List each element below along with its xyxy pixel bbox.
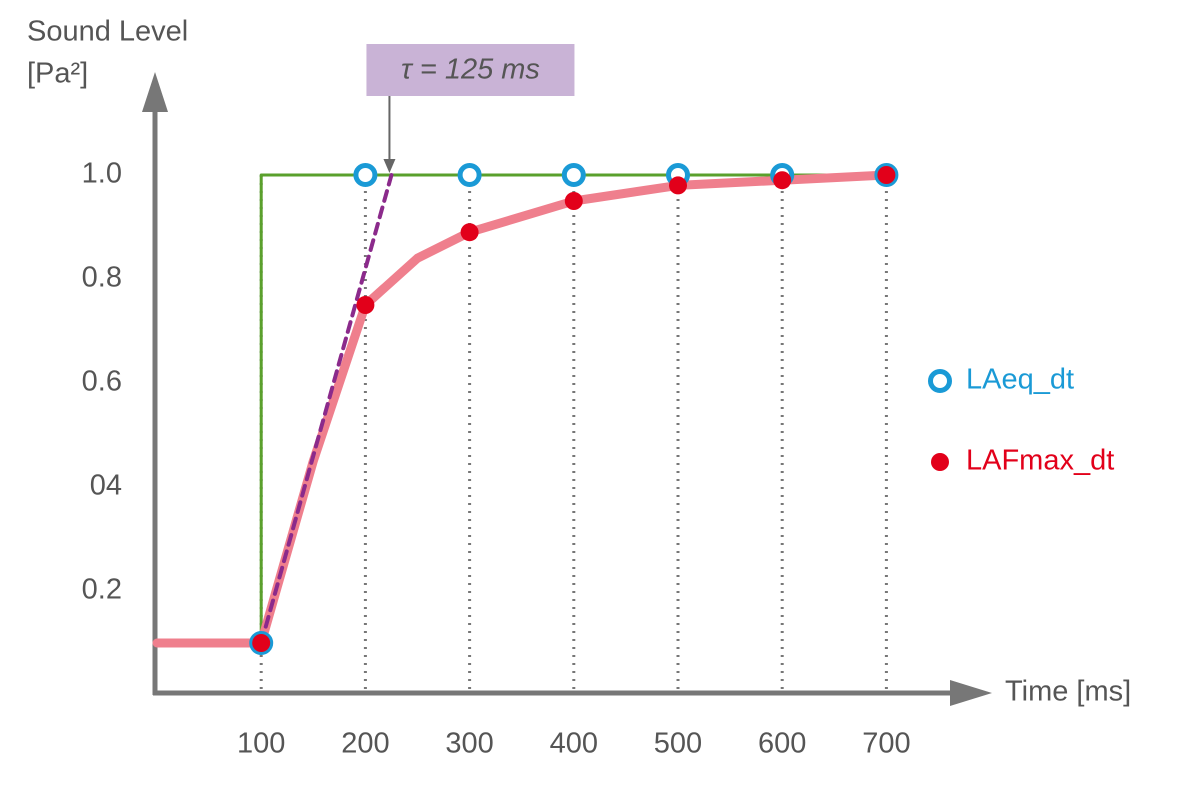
y-axis-title: Sound Level [27,16,188,48]
x-tick-label: 200 [341,728,389,760]
legend-marker [931,453,949,471]
x-axis-arrow [950,680,992,706]
x-tick-label: 400 [550,728,598,760]
x-axis-title: Time [ms] [1005,676,1131,708]
legend-marker [928,369,952,393]
x-tick-label: 100 [237,728,285,760]
marker [356,296,375,314]
x-tick-label: 600 [758,728,806,760]
y-tick-label: 1.0 [82,158,122,190]
marker [457,163,482,187]
tangent-line [259,173,394,645]
series-line [152,170,891,648]
legend-label: LAFmax_dt [966,445,1114,477]
x-tick-label: 300 [445,728,493,760]
marker [460,223,479,242]
y-axis-arrow [142,72,168,112]
series-line [155,173,888,645]
marker [561,163,586,187]
marker [773,171,792,190]
marker [877,166,896,184]
x-tick-label: 500 [654,728,702,760]
marker [353,163,378,187]
legend-label: LAeq_dt [966,364,1074,396]
x-tick-label: 700 [862,728,910,760]
y-tick-label: 0.6 [82,366,122,398]
marker [669,176,687,195]
y-axis-unit: [Pa²] [27,58,88,90]
annotation-box [366,44,575,96]
y-tick-label: 0.2 [82,574,122,606]
y-tick-label: 04 [90,470,122,502]
marker [564,192,583,210]
annotation-text: τ = 125 ms [401,54,540,86]
y-tick-label: 0.8 [82,262,122,294]
marker [252,634,271,652]
annotation-arrowhead [383,159,396,173]
